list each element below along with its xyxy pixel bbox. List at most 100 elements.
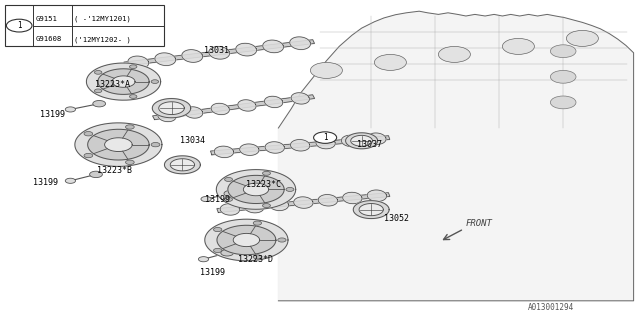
Polygon shape [244,201,264,213]
Circle shape [151,142,160,147]
Text: FRONT: FRONT [465,220,492,228]
Polygon shape [75,123,162,166]
Text: 13031: 13031 [204,46,228,55]
Circle shape [125,160,134,164]
Polygon shape [341,135,361,147]
Polygon shape [290,37,310,50]
Circle shape [95,89,102,93]
Polygon shape [243,183,269,196]
Polygon shape [152,99,191,118]
Polygon shape [236,43,257,56]
Circle shape [566,30,598,46]
Circle shape [125,125,134,129]
Polygon shape [112,76,135,87]
Circle shape [310,62,342,78]
Polygon shape [159,102,184,115]
Circle shape [225,197,232,201]
Text: 13223*B: 13223*B [97,166,132,175]
Polygon shape [220,204,239,215]
Circle shape [201,196,211,202]
Circle shape [214,248,222,252]
Polygon shape [278,11,634,301]
Text: 13199: 13199 [205,195,230,204]
Polygon shape [152,95,315,120]
Polygon shape [294,197,313,208]
Circle shape [253,221,262,225]
Polygon shape [182,50,203,62]
Polygon shape [351,135,372,146]
Text: 13223*C: 13223*C [246,180,281,189]
Polygon shape [214,146,234,157]
Circle shape [129,95,137,98]
Polygon shape [128,56,148,69]
FancyBboxPatch shape [5,5,164,46]
Circle shape [198,257,209,262]
Text: G9151: G9151 [36,16,58,22]
Polygon shape [233,233,260,247]
Circle shape [278,238,286,242]
Polygon shape [265,142,284,153]
Polygon shape [342,192,362,204]
Circle shape [502,38,534,54]
Text: 13223*A: 13223*A [95,80,130,89]
Text: G91608: G91608 [36,36,62,42]
Text: 13199: 13199 [200,268,225,277]
Circle shape [65,107,76,112]
Circle shape [262,204,271,208]
Text: A013001294: A013001294 [528,303,574,312]
Circle shape [93,100,106,107]
Polygon shape [104,138,132,152]
Polygon shape [263,40,284,53]
Text: ( -'12MY1201): ( -'12MY1201) [74,16,131,22]
Text: 13052: 13052 [384,214,409,223]
Polygon shape [209,46,230,59]
Text: 1: 1 [323,133,328,142]
Circle shape [438,46,470,62]
Text: 13199: 13199 [40,110,65,119]
Circle shape [95,70,102,74]
Text: 13037: 13037 [357,140,382,149]
Circle shape [262,171,271,175]
Circle shape [84,132,93,136]
Polygon shape [238,100,256,111]
Polygon shape [269,199,289,211]
Circle shape [374,54,406,70]
Polygon shape [98,69,149,94]
Circle shape [84,153,93,158]
Polygon shape [170,159,195,171]
Polygon shape [205,219,288,261]
Polygon shape [211,103,229,115]
Circle shape [550,70,576,83]
Polygon shape [211,136,390,155]
Polygon shape [353,201,389,219]
Polygon shape [164,156,200,174]
Polygon shape [367,133,386,144]
Polygon shape [217,193,390,212]
Polygon shape [124,40,314,66]
Text: 1: 1 [17,21,22,30]
Circle shape [129,65,137,68]
Circle shape [253,255,262,259]
Polygon shape [158,110,176,122]
Circle shape [65,178,76,183]
Polygon shape [88,129,149,160]
Circle shape [214,228,222,232]
Text: ('12MY1202- ): ('12MY1202- ) [74,36,131,43]
Circle shape [90,171,102,178]
Polygon shape [239,144,259,156]
Circle shape [224,190,237,197]
Circle shape [225,178,232,181]
Polygon shape [264,96,283,108]
Polygon shape [216,170,296,209]
Polygon shape [291,93,309,104]
Polygon shape [155,53,175,66]
Circle shape [314,132,337,143]
Circle shape [286,188,294,191]
Polygon shape [184,107,203,118]
Circle shape [550,45,576,58]
Polygon shape [291,140,310,151]
Polygon shape [316,137,335,149]
Polygon shape [346,133,378,149]
Polygon shape [86,63,161,100]
Polygon shape [228,175,284,204]
